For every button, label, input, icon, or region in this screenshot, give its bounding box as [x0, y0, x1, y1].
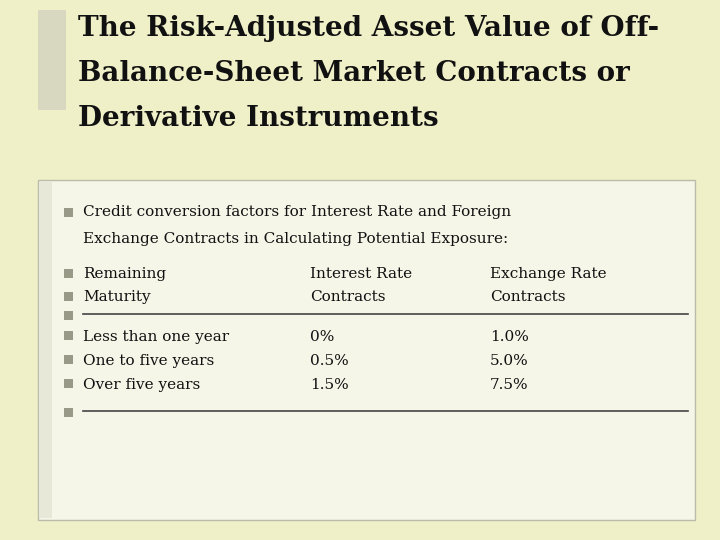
Text: The Risk-Adjusted Asset Value of Off-: The Risk-Adjusted Asset Value of Off- — [78, 15, 659, 42]
Text: 0%: 0% — [310, 330, 334, 344]
Text: 1.5%: 1.5% — [310, 378, 348, 392]
Text: Maturity: Maturity — [83, 290, 150, 304]
Text: Exchange Rate: Exchange Rate — [490, 267, 607, 281]
Bar — [0, 0, 720, 175]
Bar — [63, 379, 73, 388]
Text: Remaining: Remaining — [83, 267, 166, 281]
Bar — [63, 268, 73, 278]
Text: Over five years: Over five years — [83, 378, 200, 392]
Text: Credit conversion factors for Interest Rate and Foreign: Credit conversion factors for Interest R… — [83, 205, 511, 219]
Text: 0.5%: 0.5% — [310, 354, 348, 368]
Bar — [38, 180, 695, 520]
Text: Exchange Contracts in Calculating Potential Exposure:: Exchange Contracts in Calculating Potent… — [83, 232, 508, 246]
Text: Contracts: Contracts — [490, 290, 565, 304]
Text: Balance-Sheet Market Contracts or: Balance-Sheet Market Contracts or — [78, 60, 630, 87]
Text: Derivative Instruments: Derivative Instruments — [78, 105, 438, 132]
Text: Contracts: Contracts — [310, 290, 385, 304]
Text: 7.5%: 7.5% — [490, 378, 528, 392]
Bar — [63, 408, 73, 416]
Bar — [63, 207, 73, 217]
Text: 5.0%: 5.0% — [490, 354, 528, 368]
Bar — [38, 10, 66, 110]
Bar — [63, 330, 73, 340]
Text: One to five years: One to five years — [83, 354, 215, 368]
Text: 1.0%: 1.0% — [490, 330, 529, 344]
Text: Interest Rate: Interest Rate — [310, 267, 412, 281]
Bar — [40, 182, 52, 518]
Bar — [63, 354, 73, 363]
Text: Less than one year: Less than one year — [83, 330, 229, 344]
Bar — [63, 310, 73, 320]
Bar — [63, 292, 73, 300]
